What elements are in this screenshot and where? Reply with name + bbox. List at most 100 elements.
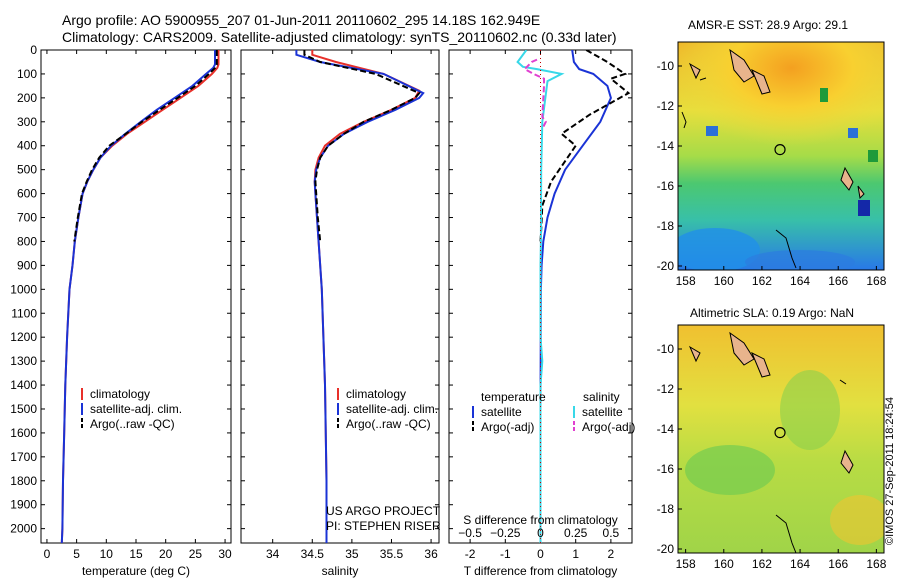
depth-tick-label: 900	[17, 258, 37, 272]
x-tick-label: 1	[572, 547, 579, 561]
depth-tick-label: 1900	[10, 498, 37, 512]
s-tick-label: 0.5	[603, 526, 620, 540]
project-annotation: US ARGO PROJECT	[326, 504, 441, 518]
sla-map	[678, 325, 884, 553]
sla-map-frame	[677, 324, 885, 554]
legend-label: satellite	[481, 405, 522, 419]
lon-tick-label: 158	[676, 274, 696, 288]
legend-label: climatology	[346, 387, 406, 401]
x-tick-label: 35	[345, 547, 359, 561]
coast-contours	[681, 77, 797, 269]
sst-warm-core	[678, 42, 884, 172]
depth-tick-label: 800	[17, 234, 37, 248]
depth-tick-label: 400	[17, 139, 37, 153]
depth-tick-label: 1700	[10, 450, 37, 464]
series-line-argo-adj-	[539, 50, 631, 242]
x-axis-label: salinity	[322, 564, 359, 578]
depth-tick-label: 1400	[10, 378, 37, 392]
s-tick-label: 0.25	[564, 526, 588, 540]
x-tick-label: 20	[159, 547, 173, 561]
depth-tick-label: 1800	[10, 474, 37, 488]
s-tick-label: −0.25	[490, 526, 521, 540]
x-tick-label: -2	[465, 547, 476, 561]
lat-tick-label: -14	[657, 422, 675, 436]
legend-label: Argo(-adj)	[582, 420, 635, 434]
pi-annotation: PI: STEPHEN RISER	[326, 519, 441, 533]
lat-tick-label: -12	[657, 382, 675, 396]
lat-tick-label: -16	[657, 462, 675, 476]
lat-tick-label: -10	[657, 59, 675, 73]
lon-tick-label: 160	[714, 557, 734, 571]
legend-label: satellite	[582, 405, 623, 419]
series-line-satellite	[516, 50, 565, 543]
legend-heading-salinity: salinity	[583, 390, 620, 404]
depth-tick-label: 1600	[10, 426, 37, 440]
panel-temperature: 0100200300400500600700800900100011001200…	[10, 43, 232, 578]
x-tick-label: 34	[266, 547, 280, 561]
lon-tick-label: 166	[828, 274, 848, 288]
series-line-argo-raw-qc-	[73, 50, 218, 242]
lat-tick-label: -14	[657, 139, 675, 153]
lat-tick-label: -20	[657, 259, 675, 273]
x-tick-label: 2	[608, 547, 615, 561]
islands	[688, 48, 771, 95]
depth-tick-label: 1300	[10, 354, 37, 368]
lat-tick-label: -12	[657, 99, 675, 113]
sst-cool-patch	[678, 228, 760, 270]
islands-sla	[688, 331, 771, 378]
s-tick-label: 0	[537, 526, 544, 540]
lon-tick-label: 162	[752, 274, 772, 288]
panel-salinity: 34 34.5 35 35.5 36 salinity climatologysatelli…	[240, 49, 441, 578]
x-tick-label: 34.5	[301, 547, 325, 561]
lon-tick-label: 162	[752, 557, 772, 571]
series-group	[295, 50, 425, 543]
lat-tick-label: -20	[657, 542, 675, 556]
float-position-marker	[774, 427, 786, 439]
depth-tick-label: 100	[17, 67, 37, 81]
depth-tick-label: 1200	[10, 330, 37, 344]
series-line-climatology	[311, 50, 421, 543]
x-tick-label: 5	[73, 547, 80, 561]
lon-tick-label: 164	[790, 274, 810, 288]
x-axis-label: temperature (deg C)	[82, 564, 190, 578]
series-group	[60, 50, 220, 543]
depth-tick-label: 600	[17, 187, 37, 201]
panel-frame	[240, 49, 440, 544]
lat-tick-label: -16	[657, 179, 675, 193]
header-line-1: Argo profile: AO 5900955_207 01-Jun-2011…	[62, 12, 541, 28]
legend-heading-temperature: temperature	[481, 390, 546, 404]
sst-pixel	[868, 150, 878, 162]
lon-tick-label: 166	[828, 557, 848, 571]
sst-map-frame	[677, 41, 885, 271]
sst-map	[678, 42, 884, 270]
x-axis-label: T difference from climatology	[464, 564, 618, 578]
x-tick-label: 0	[537, 547, 544, 561]
sla-map-title: Altimetric SLA: 0.19 Argo: NaN	[690, 306, 855, 320]
depth-tick-label: 200	[17, 91, 37, 105]
sst-pixel	[820, 88, 828, 102]
lat-tick-label: -18	[657, 502, 675, 516]
x-tick-label: -1	[500, 547, 511, 561]
sla-patch	[685, 445, 775, 495]
lon-tick-label: 160	[714, 274, 734, 288]
sst-map-title: AMSR-E SST: 28.9 Argo: 29.1	[688, 18, 849, 32]
map-axes-0: 158 160 162 164 166 168 -10 -12 -14 -16 -18 -20	[657, 59, 887, 288]
legend-label: climatology	[90, 387, 150, 401]
depth-tick-label: 0	[30, 43, 37, 57]
lon-tick-label: 168	[866, 274, 886, 288]
x-tick-label: 15	[129, 547, 143, 561]
depth-tick-label: 1100	[11, 306, 37, 320]
x-tick-label: 35.5	[380, 547, 404, 561]
sst-cool-patch-2	[745, 250, 855, 270]
legend-label: Argo(..raw -QC)	[90, 417, 175, 431]
header-line-2: Climatology: CARS2009. Satellite-adjuste…	[62, 29, 617, 45]
lon-tick-label: 158	[676, 557, 696, 571]
legend-label: Argo(-adj)	[481, 420, 534, 434]
sst-pixel	[858, 200, 870, 216]
lat-tick-label: -18	[657, 219, 675, 233]
depth-tick-label: 300	[17, 115, 37, 129]
depth-tick-label: 700	[17, 211, 37, 225]
sst-pixel	[848, 128, 858, 138]
lon-tick-label: 168	[866, 557, 886, 571]
